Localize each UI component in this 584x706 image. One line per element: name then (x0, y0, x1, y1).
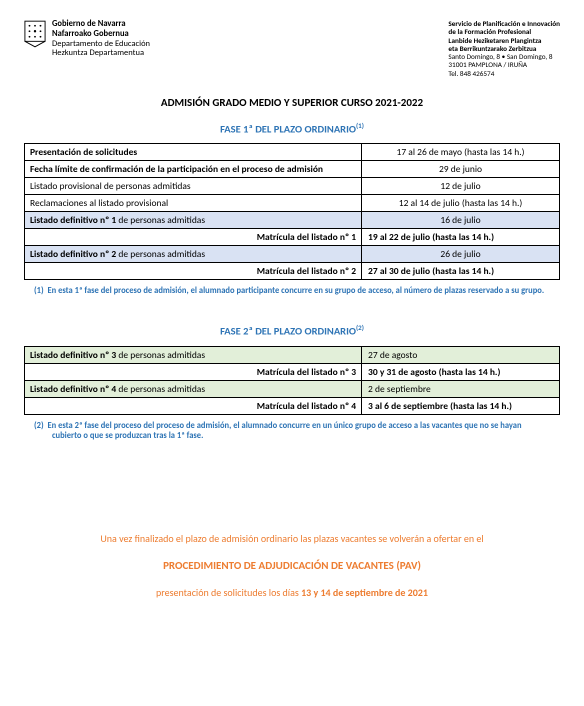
cell: 29 de junio (362, 161, 560, 178)
logo-block: Gobierno de Navarra Nafarroako Gobernua … (24, 20, 150, 59)
table-row: Fecha límite de confirmación de la parti… (25, 161, 560, 178)
phase1-heading-text: FASE 1ª DEL PLAZO ORDINARIO (220, 122, 356, 135)
cell: Listado definitivo nº 2 de personas admi… (25, 246, 362, 263)
phase2-heading: FASE 2ª DEL PLAZO ORDINARIO(2) (24, 323, 560, 338)
cell: Listado definitivo nº 4 de personas admi… (25, 380, 362, 397)
table-row: Matrícula del listado nº 4 3 al 6 de sep… (25, 397, 560, 414)
cell: 27 al 30 de julio (hasta las 14 h.) (362, 263, 560, 280)
cell: 19 al 22 de julio (hasta las 14 h.) (362, 229, 560, 246)
cell: Listado provisional de personas admitida… (25, 178, 362, 195)
cell: Fecha límite de confirmación de la parti… (30, 163, 323, 175)
phase2-table: Listado definitivo nº 3 de personas admi… (24, 346, 560, 415)
cell: 12 de julio (362, 178, 560, 195)
phase1-heading: FASE 1ª DEL PLAZO ORDINARIO(1) (24, 121, 560, 136)
table-row: Listado definitivo nº 4 de personas admi… (25, 380, 560, 397)
cell: Matrícula del listado nº 4 (25, 397, 362, 414)
cell: 27 de agosto (362, 346, 560, 363)
dept-eu: Hezkuntza Departamentua (52, 49, 150, 59)
crest-icon (24, 20, 46, 48)
table-row: Listado definitivo nº 1 de personas admi… (25, 212, 560, 229)
footnote-text: En esta 1ª fase del proceso de admisión,… (47, 286, 544, 296)
service-text: Servicio de Planificación e Innovación d… (448, 20, 560, 78)
gov-text: Gobierno de Navarra Nafarroako Gobernua … (52, 20, 150, 59)
pav-line3b: 13 y 14 de septiembre de 2021 (301, 586, 428, 599)
cell: 30 y 31 de agosto (hasta las 14 h.) (362, 363, 560, 380)
phase1-sup: (1) (356, 121, 364, 130)
table-row: Presentación de solicitudes 17 al 26 de … (25, 144, 560, 161)
table-row: Listado definitivo nº 2 de personas admi… (25, 246, 560, 263)
cell: Matrícula del listado nº 3 (25, 363, 362, 380)
phase1-footnote: (1) En esta 1ª fase del proceso de admis… (24, 280, 560, 297)
cell: 17 al 26 de mayo (hasta las 14 h.) (362, 144, 560, 161)
footnote-num: (1) (34, 286, 44, 296)
cell: Listado definitivo nº 3 de personas admi… (25, 346, 362, 363)
header: Gobierno de Navarra Nafarroako Gobernua … (24, 20, 560, 78)
pav-line1: Una vez finalizado el plazo de admisión … (24, 532, 560, 545)
phase2-sup: (2) (356, 323, 364, 332)
footnote-text: En esta 2ª fase del proceso del proceso … (47, 421, 521, 442)
cell: 16 de julio (362, 212, 560, 229)
table-row: Matrícula del listado nº 3 30 y 31 de ag… (25, 363, 560, 380)
cell: 2 de septiembre (362, 380, 560, 397)
table-row: Matrícula del listado nº 1 19 al 22 de j… (25, 229, 560, 246)
table-row: Reclamaciones al listado provisional 12 … (25, 195, 560, 212)
pav-line2: PROCEDIMIENTO DE ADJUDICACIÓN DE VACANTE… (24, 559, 560, 572)
phase1-table: Presentación de solicitudes 17 al 26 de … (24, 143, 560, 280)
pav-line3a: presentación de solicitudes los días (156, 586, 301, 599)
phase2-footnote: (2) En esta 2ª fase del proceso del proc… (24, 415, 560, 442)
cell: 12 al 14 de julio (hasta las 14 h.) (362, 195, 560, 212)
table-row: Listado definitivo nº 3 de personas admi… (25, 346, 560, 363)
table-row: Listado provisional de personas admitida… (25, 178, 560, 195)
table-row: Matrícula del listado nº 2 27 al 30 de j… (25, 263, 560, 280)
phase2-heading-text: FASE 2ª DEL PLAZO ORDINARIO (220, 325, 356, 338)
cell: Matrícula del listado nº 2 (25, 263, 362, 280)
cell: 3 al 6 de septiembre (hasta las 14 h.) (362, 397, 560, 414)
pav-block: Una vez finalizado el plazo de admisión … (24, 532, 560, 599)
cell: Reclamaciones al listado provisional (25, 195, 362, 212)
cell: Matrícula del listado nº 1 (25, 229, 362, 246)
cell: Presentación de solicitudes (30, 146, 137, 158)
pav-line3: presentación de solicitudes los días 13 … (24, 586, 560, 599)
footnote-num: (2) (34, 421, 44, 431)
cell: Listado definitivo nº 1 de personas admi… (25, 212, 362, 229)
cell: 26 de julio (362, 246, 560, 263)
srv-l7: Tel. 848 426574 (448, 70, 560, 78)
page-title: ADMISIÓN GRADO MEDIO Y SUPERIOR CURSO 20… (24, 96, 560, 109)
